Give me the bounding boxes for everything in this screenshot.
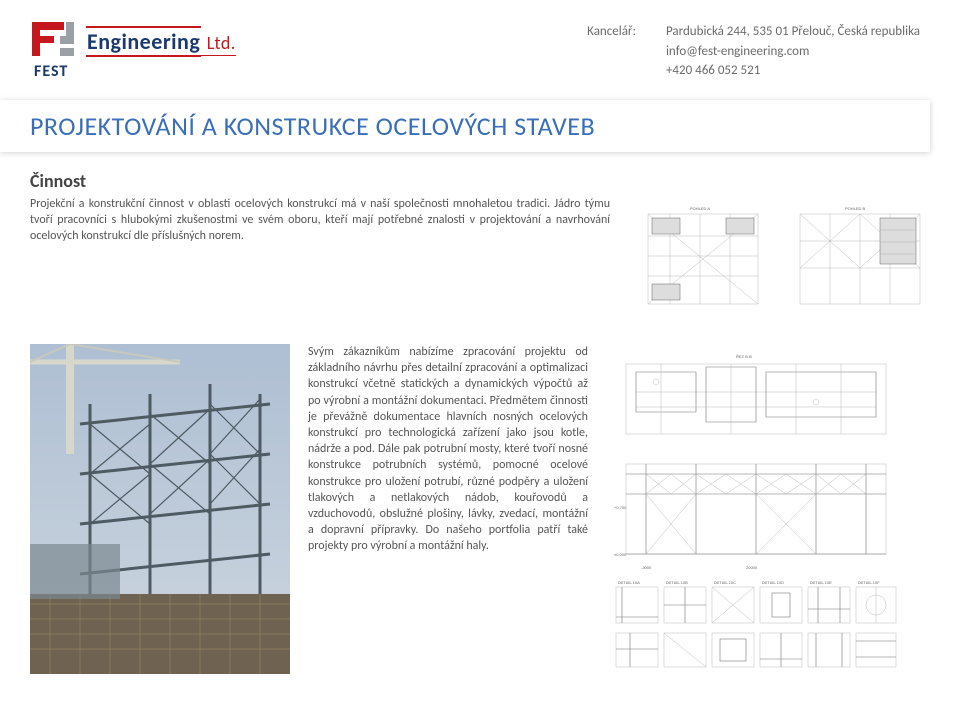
page-title: PROJEKTOVÁNÍ A KONSTRUKCE OCELOVÝCH STAV… <box>30 110 930 142</box>
logo-word-fest: FEST <box>34 62 68 81</box>
logo-wordmark: Engineering Ltd. <box>86 26 236 56</box>
contact-details: Pardubická 244, 535 01 Přelouč, Česká re… <box>666 22 920 81</box>
content-area: Činnost Projekční a konstrukční činnost … <box>0 152 960 674</box>
company-logo: Engineering Ltd. <box>30 18 236 64</box>
contact-label: Kancelář: <box>587 22 636 81</box>
section-heading: Činnost <box>30 170 930 192</box>
svg-text:20000: 20000 <box>746 565 758 570</box>
svg-text:DETAIL 10B: DETAIL 10B <box>666 580 688 585</box>
svg-text:DETAIL 10E: DETAIL 10E <box>810 580 832 585</box>
contact-address: Pardubická 244, 535 01 Přelouč, Česká re… <box>666 22 920 42</box>
logo-word-engineering: Engineering <box>87 28 200 55</box>
logo-mark-icon <box>30 18 76 64</box>
svg-text:POHLED A: POHLED A <box>690 206 710 211</box>
body-paragraph: Svým zákazníkům nabízíme zpracování proj… <box>308 344 588 554</box>
svg-text:ŘEZ B-B: ŘEZ B-B <box>736 354 752 359</box>
svg-text:DETAIL 10A: DETAIL 10A <box>618 580 640 585</box>
svg-text:DETAIL 10C: DETAIL 10C <box>714 580 736 585</box>
svg-text:DETAIL 10D: DETAIL 10D <box>762 580 784 585</box>
svg-text:+0.700: +0.700 <box>614 505 627 510</box>
technical-drawing-right: ŘEZ B-B <box>606 344 906 674</box>
svg-text:DETAIL 10F: DETAIL 10F <box>858 580 880 585</box>
construction-photo <box>30 344 290 674</box>
svg-text:±0.000: ±0.000 <box>614 552 627 557</box>
svg-text:POHLED B: POHLED B <box>845 206 866 211</box>
page-header: Engineering Ltd. Kancelář: Pardubická 24… <box>0 0 960 100</box>
logo-word-ltd: Ltd. <box>207 32 236 54</box>
technical-drawing-top: POHLED A POHLED B <box>630 196 930 326</box>
intro-paragraph: Projekční a konstrukční činnost v oblast… <box>30 196 610 245</box>
intro-row: Projekční a konstrukční činnost v oblast… <box>30 196 930 326</box>
page-title-bar: PROJEKTOVÁNÍ A KONSTRUKCE OCELOVÝCH STAV… <box>0 100 930 152</box>
contact-email: info@fest-engineering.com <box>666 42 920 62</box>
contact-phone: +420 466 052 521 <box>666 61 920 81</box>
lower-row: Svým zákazníkům nabízíme zpracování proj… <box>30 344 930 674</box>
svg-text:-3000: -3000 <box>641 565 652 570</box>
contact-block: Kancelář: Pardubická 244, 535 01 Přelouč… <box>587 18 920 81</box>
document-page: Engineering Ltd. Kancelář: Pardubická 24… <box>0 0 960 716</box>
